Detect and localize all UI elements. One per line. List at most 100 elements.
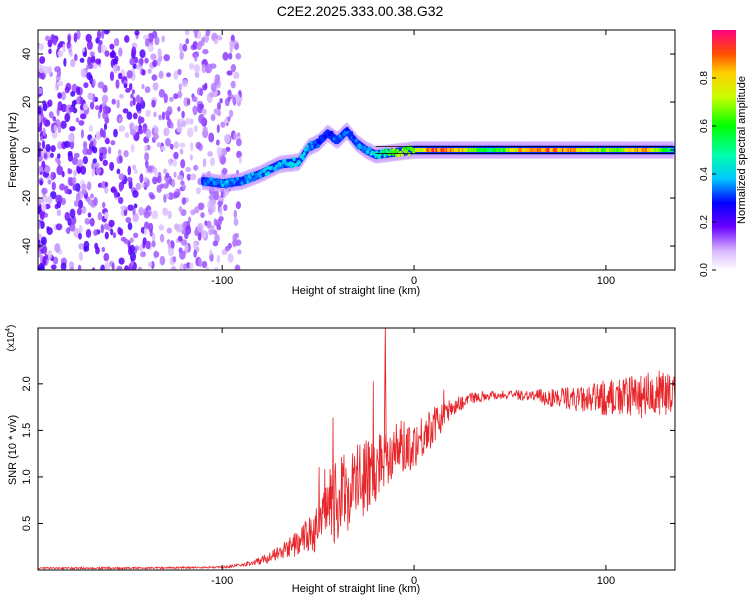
noise-speck — [96, 30, 102, 40]
noise-speck — [147, 44, 154, 52]
noise-speck — [159, 255, 166, 266]
noise-speck — [92, 146, 98, 154]
noise-speck — [173, 141, 179, 149]
noise-speck — [162, 183, 169, 189]
spectrogram-y-tick-label: 20 — [21, 96, 33, 108]
noise-speck — [191, 96, 198, 103]
noise-speck — [145, 128, 152, 139]
noise-speck — [238, 156, 242, 164]
noise-speck — [47, 250, 53, 260]
noise-speck — [181, 79, 188, 88]
noise-speck — [216, 224, 222, 231]
spectrogram-y-tick-label: 40 — [21, 48, 33, 60]
noise-speck — [204, 82, 208, 89]
noise-speck — [208, 132, 215, 143]
noise-speck — [177, 90, 183, 99]
noise-speck — [69, 126, 76, 132]
noise-speck — [99, 152, 104, 162]
noise-speck — [186, 173, 192, 181]
ridge-core — [316, 144, 320, 148]
noise-speck — [104, 186, 109, 194]
ridge-core — [302, 151, 306, 156]
noise-speck — [73, 169, 77, 177]
noise-speck — [193, 30, 199, 35]
noise-speck — [132, 112, 138, 120]
noise-speck — [144, 152, 150, 162]
noise-speck — [47, 150, 52, 159]
noise-speck — [64, 113, 70, 123]
noise-speck — [39, 135, 43, 141]
noise-speck — [87, 197, 92, 206]
snr-panel: -100 0 100 0.5 1.0 1.5 2.0 Height of straight … — [5, 325, 676, 595]
noise-speck — [197, 222, 204, 233]
ridge-core — [361, 148, 365, 153]
noise-speck — [180, 239, 188, 246]
noise-speck — [118, 116, 122, 123]
noise-speck — [56, 201, 62, 209]
noise-speck — [171, 178, 176, 188]
noise-speck — [141, 182, 145, 189]
noise-speck — [205, 265, 209, 270]
ridge-core — [313, 144, 317, 149]
noise-speck — [223, 192, 227, 198]
noise-speck — [131, 89, 135, 95]
ridge-core — [368, 146, 372, 151]
noise-speck — [76, 207, 82, 216]
noise-speck — [97, 44, 103, 54]
noise-speck — [72, 176, 77, 185]
noise-speck — [48, 48, 52, 55]
noise-speck — [54, 243, 61, 253]
noise-speck — [50, 152, 54, 158]
noise-speck — [86, 181, 92, 191]
noise-speck — [48, 111, 54, 119]
noise-speck — [95, 58, 101, 65]
noise-speck — [104, 181, 109, 188]
noise-speck — [57, 50, 64, 58]
noise-speck — [159, 233, 165, 243]
noise-speck — [179, 263, 185, 270]
snr-series-line — [38, 370, 675, 570]
noise-speck — [228, 52, 233, 60]
noise-speck — [38, 263, 45, 270]
noise-speck — [118, 125, 126, 132]
noise-speck — [64, 140, 71, 148]
noise-speck — [218, 216, 224, 222]
noise-speck — [213, 38, 218, 45]
noise-speck — [85, 33, 92, 43]
noise-speck — [64, 211, 70, 221]
noise-speck — [92, 78, 96, 87]
ridge-core — [221, 183, 225, 188]
noise-speck — [51, 181, 56, 191]
noise-speck — [102, 105, 110, 115]
noise-speck — [166, 193, 170, 199]
colorbar-gradient — [712, 30, 736, 270]
noise-speck — [130, 251, 136, 262]
noise-speck — [84, 217, 90, 225]
spectrogram-x-tick-label: 100 — [597, 275, 615, 287]
noise-speck — [190, 173, 197, 181]
noise-speck — [147, 165, 153, 173]
noise-speck — [216, 124, 220, 133]
noise-speck — [80, 165, 87, 175]
noise-speck — [174, 223, 179, 231]
noise-speck — [83, 82, 89, 89]
noise-speck — [138, 206, 144, 216]
noise-speck — [116, 265, 123, 270]
noise-speck — [234, 232, 240, 239]
noise-speck — [59, 183, 66, 191]
noise-speck — [202, 49, 209, 55]
snr-x-tick-label: 100 — [597, 575, 615, 587]
ridge-core — [348, 136, 352, 141]
noise-speck — [152, 82, 159, 91]
noise-speck — [102, 159, 109, 166]
noise-speck — [236, 138, 242, 147]
noise-speck — [70, 91, 76, 97]
noise-speck — [185, 166, 192, 173]
noise-speck — [165, 137, 171, 147]
noise-speck — [139, 116, 145, 124]
noise-speck — [47, 179, 52, 185]
noise-speck — [82, 51, 87, 58]
noise-speck — [101, 246, 106, 253]
noise-speck — [217, 102, 221, 111]
noise-speck — [69, 223, 76, 232]
